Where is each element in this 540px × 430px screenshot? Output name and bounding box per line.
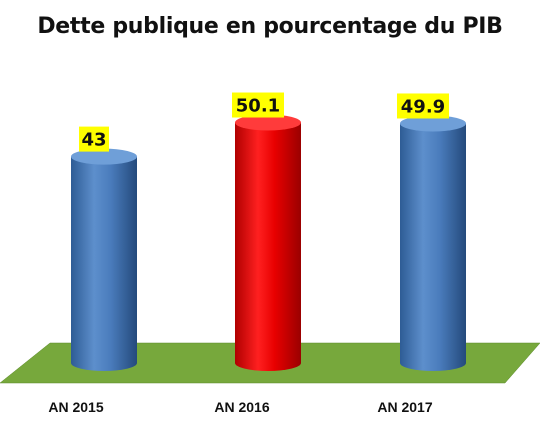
category-label: AN 2015	[48, 399, 103, 415]
chart-title: Dette publique en pourcentage du PIB	[37, 14, 503, 39]
bar-top	[235, 114, 301, 131]
bar-an-2017	[400, 115, 466, 371]
category-label: AN 2016	[214, 399, 269, 415]
category-label: AN 2017	[377, 399, 432, 415]
bar-top	[400, 115, 466, 132]
svg-text:49.9: 49.9	[401, 96, 445, 117]
bar-an-2016	[235, 114, 301, 371]
bar-body	[400, 123, 466, 371]
bar-top	[71, 148, 137, 165]
bar-body	[235, 122, 301, 371]
value-label: 43	[79, 126, 109, 152]
value-label: 49.9	[397, 93, 449, 119]
value-label: 50.1	[232, 92, 284, 118]
svg-text:50.1: 50.1	[236, 96, 280, 117]
bar-an-2015	[71, 148, 137, 371]
svg-text:43: 43	[81, 130, 106, 151]
bar-body	[71, 156, 137, 371]
